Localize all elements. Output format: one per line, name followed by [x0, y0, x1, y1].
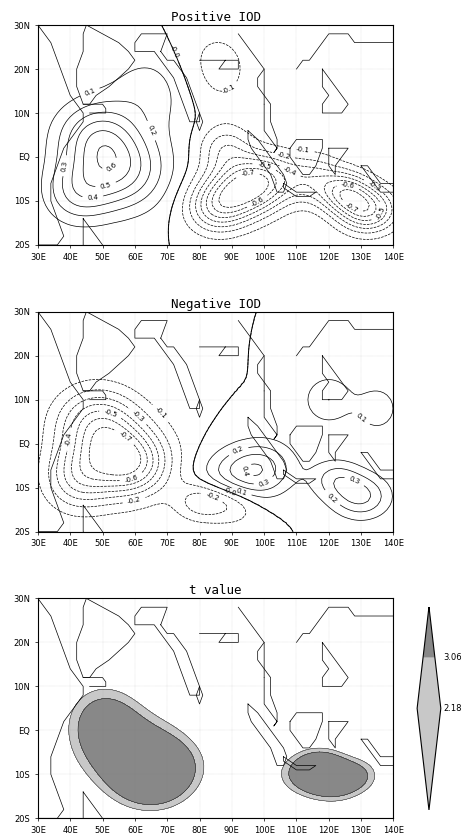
Text: 2.18: 2.18 [443, 704, 462, 713]
Title: Negative IOD: Negative IOD [171, 297, 261, 311]
Title: Positive IOD: Positive IOD [171, 11, 261, 24]
Text: -0.3: -0.3 [131, 409, 145, 423]
Text: 0.3: 0.3 [348, 476, 361, 486]
Text: -0.2: -0.2 [276, 151, 291, 159]
Text: -0.6: -0.6 [124, 474, 139, 483]
Text: -0.7: -0.7 [241, 170, 255, 177]
Text: 0.4: 0.4 [87, 195, 99, 201]
Text: -0.0: -0.0 [169, 44, 180, 59]
Text: -0.1: -0.1 [296, 146, 310, 154]
Text: 0.6: 0.6 [106, 161, 118, 173]
Text: -0.5: -0.5 [375, 205, 386, 220]
Text: 0.1: 0.1 [355, 412, 367, 424]
Text: 0.3: 0.3 [258, 478, 271, 488]
Text: -0.6: -0.6 [250, 196, 265, 208]
Text: -0.1: -0.1 [154, 406, 168, 420]
Title: t value: t value [190, 584, 242, 597]
Text: -0.0: -0.0 [222, 487, 237, 498]
Text: 0.3: 0.3 [61, 159, 69, 172]
Text: 0.2: 0.2 [326, 492, 338, 504]
Text: -0.5: -0.5 [103, 407, 118, 418]
Text: 0.2: 0.2 [232, 446, 245, 455]
Text: 0.1: 0.1 [235, 487, 248, 496]
Text: -0.7: -0.7 [344, 201, 359, 214]
Text: -0.7: -0.7 [118, 430, 132, 443]
Text: -0.5: -0.5 [258, 161, 273, 170]
Text: 0.5: 0.5 [100, 181, 112, 190]
Text: 3.06: 3.06 [443, 653, 462, 662]
Text: 0.4: 0.4 [241, 465, 249, 477]
Polygon shape [423, 607, 435, 658]
Text: 0.1: 0.1 [83, 87, 96, 97]
Polygon shape [417, 658, 441, 810]
Text: -0.6: -0.6 [341, 181, 356, 190]
Text: -0.2: -0.2 [127, 496, 142, 505]
Text: -0.2: -0.2 [205, 491, 220, 502]
Text: -0.4: -0.4 [283, 165, 298, 177]
Text: -0.4: -0.4 [65, 432, 73, 447]
Text: -0.1: -0.1 [221, 84, 236, 95]
Text: -0.3: -0.3 [367, 180, 382, 192]
Text: 0.2: 0.2 [146, 124, 156, 137]
